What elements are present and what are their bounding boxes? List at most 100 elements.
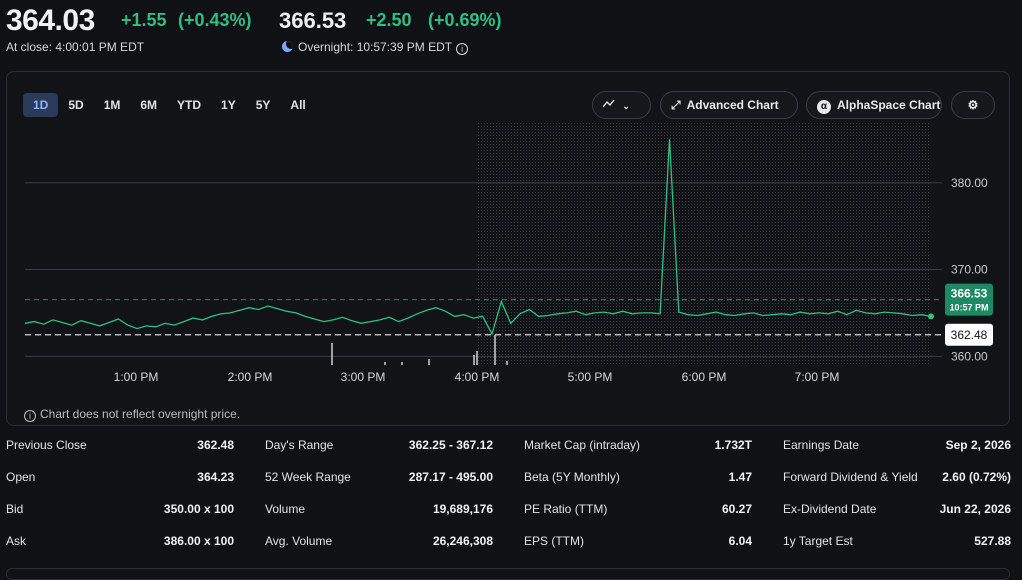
alphaspace-chart-label: AlphaSpace Chart bbox=[837, 98, 941, 112]
stat-row: Open 364.23 bbox=[6, 466, 234, 498]
next-panel-edge bbox=[6, 568, 1010, 580]
stat-label: Open bbox=[6, 470, 36, 484]
chart-disclaimer-row: i Chart does not reflect overnight price. bbox=[24, 407, 240, 422]
stat-row: Market Cap (intraday) 1.732T bbox=[524, 434, 752, 466]
y-tick-label: 380.00 bbox=[951, 176, 988, 190]
x-tick-label: 5:00 PM bbox=[568, 370, 613, 384]
stat-value: 527.88 bbox=[974, 534, 1011, 548]
price-series-line bbox=[24, 139, 932, 336]
quote-header: 364.03 +1.55 (+0.43%) 366.53 +2.50 (+0.6… bbox=[6, 4, 1016, 64]
chart-disclaimer: Chart does not reflect overnight price. bbox=[40, 407, 241, 421]
moon-icon bbox=[282, 41, 293, 52]
stat-value: Jun 22, 2026 bbox=[939, 502, 1011, 516]
x-tick-label: 3:00 PM bbox=[341, 370, 386, 384]
stat-label: Day's Range bbox=[265, 438, 334, 452]
stat-value: 26,246,308 bbox=[432, 534, 493, 548]
stat-label: Forward Dividend & Yield bbox=[783, 470, 918, 484]
stat-row: Ask 386.00 x 100 bbox=[6, 530, 234, 562]
stat-row: Earnings Date Sep 2, 2026 bbox=[783, 434, 1011, 466]
stat-row: PE Ratio (TTM) 60.27 bbox=[524, 498, 752, 530]
stat-value: 2.60 (0.72%) bbox=[942, 470, 1011, 484]
stats-column-2: Day's Range 362.25 - 367.12 52 Week Range… bbox=[265, 434, 493, 562]
overnight-change: +2.50 bbox=[366, 10, 412, 30]
stats-column-1: Previous Close 362.48 Open 364.23 Bid 350.0… bbox=[6, 434, 234, 562]
close-change: +1.55 bbox=[121, 10, 167, 30]
stat-row: Avg. Volume 26,246,308 bbox=[265, 530, 493, 562]
stat-label: Ask bbox=[6, 534, 27, 548]
stats-column-4: Earnings Date Sep 2, 2026 Forward Dividen… bbox=[783, 434, 1011, 562]
stat-label: Ex-Dividend Date bbox=[783, 502, 877, 516]
stat-label: EPS (TTM) bbox=[524, 534, 584, 548]
tab-5d[interactable]: 5D bbox=[68, 98, 84, 112]
stat-row: 52 Week Range 287.17 - 495.00 bbox=[265, 466, 493, 498]
after-hours-region bbox=[477, 122, 931, 365]
stat-label: PE Ratio (TTM) bbox=[524, 502, 608, 516]
tab-5y[interactable]: 5Y bbox=[255, 98, 271, 112]
range-tabs: 1D 5D 1M 6M YTD 1Y 5Y All bbox=[23, 93, 316, 117]
current-price-label: 366.53 bbox=[951, 287, 988, 301]
stats-column-3: Market Cap (intraday) 1.732T Beta (5Y Mon… bbox=[524, 434, 752, 562]
advanced-chart-label: Advanced Chart bbox=[686, 98, 779, 112]
stat-value: 1.732T bbox=[714, 438, 752, 452]
tab-1d[interactable]: 1D bbox=[23, 93, 59, 117]
previous-close-badge bbox=[945, 323, 993, 346]
mountain-chart-icon bbox=[602, 98, 618, 112]
stat-label: 52 Week Range bbox=[265, 470, 351, 484]
stat-value: 362.48 bbox=[197, 438, 234, 452]
advanced-chart-button[interactable]: ⤢ Advanced Chart bbox=[660, 91, 798, 119]
overnight-time-row: Overnight: 10:57:39 PM EDT i bbox=[282, 40, 469, 55]
current-price-badge bbox=[945, 283, 993, 316]
close-price: 364.03 bbox=[6, 4, 95, 37]
stat-value: 1.47 bbox=[728, 470, 752, 484]
stat-label: Previous Close bbox=[6, 438, 87, 452]
price-chart[interactable]: 380.00 370.00 360.00 1:00 PM 2:00 PM 3:00 PM 4… bbox=[7, 72, 1011, 427]
alphaspace-icon: α bbox=[817, 100, 831, 114]
stat-value: 6.04 bbox=[728, 534, 752, 548]
stat-value: 364.23 bbox=[197, 470, 234, 484]
y-tick-label: 370.00 bbox=[951, 263, 988, 277]
chart-card: 380.00 370.00 360.00 1:00 PM 2:00 PM 3:00 PM 4… bbox=[6, 71, 1010, 426]
tab-1y[interactable]: 1Y bbox=[221, 98, 236, 112]
tab-all[interactable]: All bbox=[290, 98, 306, 112]
x-tick-label: 1:00 PM bbox=[114, 370, 159, 384]
x-tick-label: 6:00 PM bbox=[682, 370, 727, 384]
x-tick-label: 2:00 PM bbox=[228, 370, 273, 384]
stat-label: Beta (5Y Monthly) bbox=[524, 470, 620, 484]
stat-row: Forward Dividend & Yield 2.60 (0.72%) bbox=[783, 466, 1011, 498]
stat-label: Avg. Volume bbox=[265, 534, 333, 548]
info-icon[interactable]: i bbox=[456, 43, 469, 55]
chart-settings-button[interactable]: ⚙ bbox=[951, 91, 995, 119]
overnight-time: Overnight: 10:57:39 PM EDT bbox=[298, 40, 453, 54]
close-change-percent: (+0.43%) bbox=[178, 10, 252, 30]
stat-value: 287.17 - 495.00 bbox=[408, 470, 493, 484]
stat-value: 350.00 x 100 bbox=[163, 502, 234, 516]
chart-type-dropdown[interactable]: ⌄ bbox=[592, 91, 651, 119]
expand-icon: ⤢ bbox=[671, 98, 681, 112]
x-tick-label: 4:00 PM bbox=[455, 370, 500, 384]
stat-value: 386.00 x 100 bbox=[163, 534, 234, 548]
stat-value: Sep 2, 2026 bbox=[945, 438, 1011, 452]
stat-label: Earnings Date bbox=[783, 438, 860, 452]
alphaspace-chart-button[interactable]: α AlphaSpace Chart bbox=[806, 91, 942, 119]
x-tick-label: 7:00 PM bbox=[795, 370, 840, 384]
stat-value: 60.27 bbox=[721, 502, 752, 516]
tab-ytd[interactable]: YTD bbox=[177, 98, 202, 112]
overnight-change-percent: (+0.69%) bbox=[428, 10, 502, 30]
stat-row: Day's Range 362.25 - 367.12 bbox=[265, 434, 493, 466]
tab-1m[interactable]: 1M bbox=[103, 98, 121, 112]
overnight-price: 366.53 bbox=[279, 8, 347, 33]
stat-label: Market Cap (intraday) bbox=[524, 438, 641, 452]
stat-value: 19,689,176 bbox=[432, 502, 493, 516]
stat-row: Beta (5Y Monthly) 1.47 bbox=[524, 466, 752, 498]
tab-6m[interactable]: 6M bbox=[140, 98, 158, 112]
stat-row: Volume 19,689,176 bbox=[265, 498, 493, 530]
last-price-dot bbox=[928, 313, 934, 320]
stat-label: Bid bbox=[6, 502, 24, 516]
stat-value: 362.25 - 367.12 bbox=[408, 438, 493, 452]
stat-label: Volume bbox=[265, 502, 306, 516]
stat-label: 1y Target Est bbox=[783, 534, 853, 548]
stat-row: EPS (TTM) 6.04 bbox=[524, 530, 752, 562]
close-time: At close: 4:00:01 PM EDT bbox=[6, 40, 145, 54]
gear-icon: ⚙ bbox=[967, 98, 979, 112]
stat-row: Previous Close 362.48 bbox=[6, 434, 234, 466]
